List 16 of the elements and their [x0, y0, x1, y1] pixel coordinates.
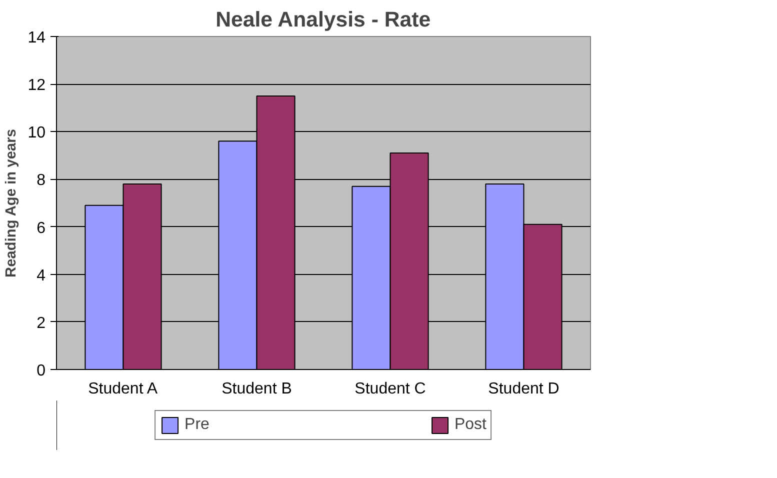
y-tick-label: 0: [36, 362, 46, 380]
y-tick-label: 2: [36, 314, 46, 332]
legend-label: Pre: [184, 416, 210, 434]
y-tick-label: 6: [36, 220, 46, 237]
chart-title: Neale Analysis - Rate: [216, 8, 431, 32]
x-tick-label: Student C: [354, 380, 426, 398]
y-tick-label: 10: [28, 124, 46, 142]
y-tick-label: 4: [36, 267, 46, 284]
x-tick-label: Student D: [488, 380, 560, 398]
y-axis-title: Reading Age in years: [4, 129, 20, 278]
y-tick-label: 12: [28, 77, 46, 94]
x-tick-label: Student B: [222, 380, 292, 398]
y-tick-label: 14: [28, 30, 46, 46]
y-tick-label: 8: [36, 172, 46, 190]
x-tick-label: Student A: [88, 380, 158, 398]
legend-label: Post: [454, 416, 486, 434]
